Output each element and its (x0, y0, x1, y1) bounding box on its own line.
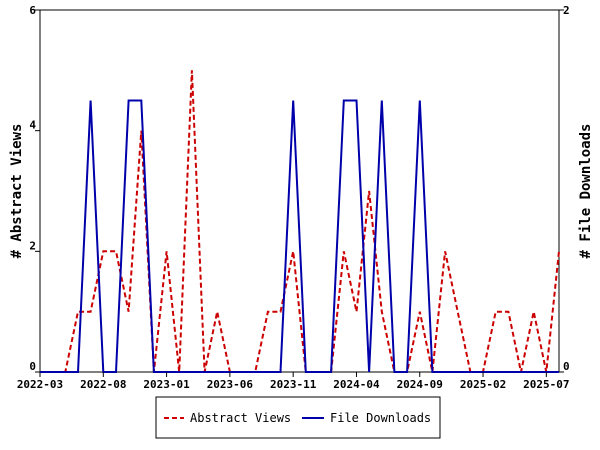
y-left-tick-label-4: 4 (29, 119, 36, 132)
x-tick-label-2024-09: 2024-09 (397, 378, 443, 391)
x-tick-label-2022-08: 2022-08 (80, 378, 126, 391)
y-right-axis-title: # File Downloads (578, 124, 594, 259)
tick-layer: 2022-03 2022-08 2023-01 2023-06 2023-11 2024-… (17, 4, 570, 391)
x-tick-label-2025-07: 2025-07 (523, 378, 569, 391)
series-layer (40, 70, 560, 373)
y-left-tick-label-2: 2 (29, 239, 36, 252)
x-tick-label-2023-01: 2023-01 (143, 378, 190, 391)
y-left-tick-label-6: 6 (29, 4, 36, 17)
y-left-axis-title: # Abstract Views (9, 124, 25, 259)
x-tick-label-2025-02: 2025-02 (460, 378, 506, 391)
y-left-tick-label-0: 0 (29, 360, 36, 373)
x-tick-label-2023-06: 2023-06 (207, 378, 254, 391)
legend-label-abstract-views: Abstract Views (190, 411, 291, 425)
x-tick-label-2023-11: 2023-11 (270, 378, 317, 391)
y-right-tick-label-2: 2 (563, 4, 570, 17)
x-tick-label-2022-03: 2022-03 (17, 378, 63, 391)
series-line-abstract-views (40, 70, 560, 373)
legend: Abstract Views File Downloads (155, 396, 441, 439)
series-line-file-downloads (40, 99, 559, 373)
x-tick-label-2024-04: 2024-04 (333, 378, 380, 391)
legend-label-file-downloads: File Downloads (330, 411, 431, 425)
legend-box (155, 396, 441, 439)
y-right-tick-label-0: 0 (563, 360, 570, 373)
